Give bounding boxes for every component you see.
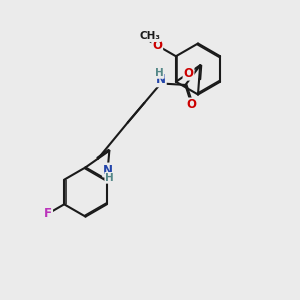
Text: O: O <box>184 67 194 80</box>
Text: H: H <box>155 68 164 78</box>
Text: N: N <box>156 73 166 86</box>
Text: N: N <box>103 164 113 176</box>
Text: O: O <box>187 98 197 112</box>
Text: CH₃: CH₃ <box>140 31 160 41</box>
Text: H: H <box>105 173 114 183</box>
Text: O: O <box>152 39 162 52</box>
Text: F: F <box>44 207 52 220</box>
